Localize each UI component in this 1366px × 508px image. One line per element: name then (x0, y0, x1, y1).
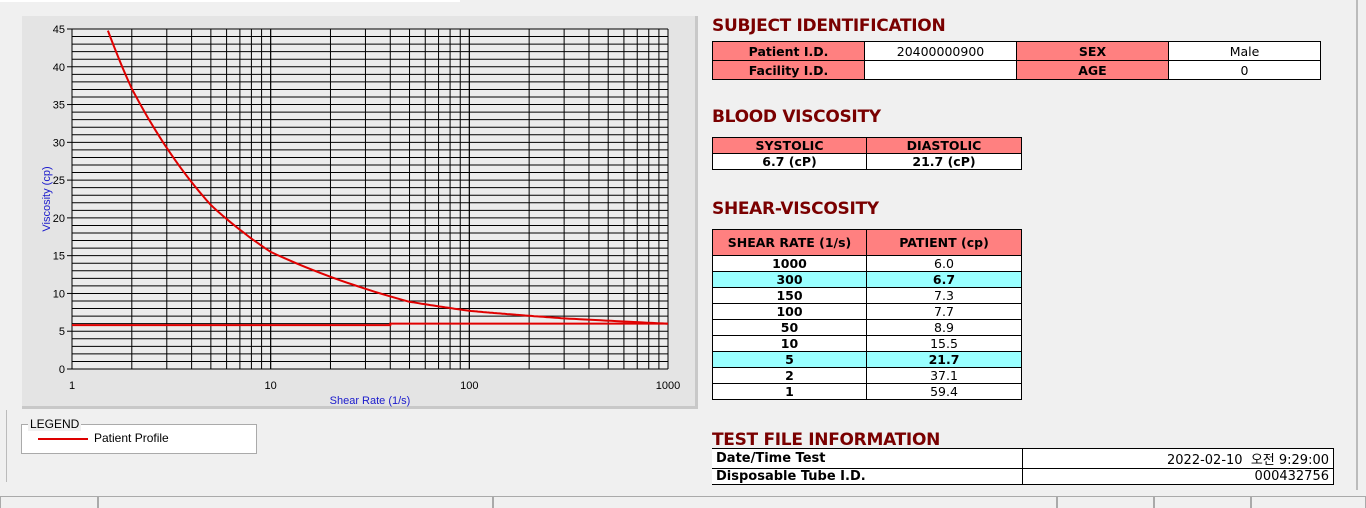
panel-border (1356, 0, 1358, 490)
x-tick-label: 1000 (656, 380, 680, 392)
shear-row: 50 8.9 (712, 319, 1022, 336)
y-tick-label: 40 (53, 62, 65, 74)
y-tick-label: 15 (53, 251, 65, 263)
y-tick-label: 25 (53, 175, 65, 187)
y-tick-label: 5 (59, 326, 65, 338)
patient-value-cell: 8.9 (866, 319, 1022, 336)
shear-table: SHEAR RATE (1/s) PATIENT (cp) 1000 6.0 300 6… (712, 229, 1022, 400)
y-tick-label: 30 (53, 137, 65, 149)
tube-label: Disposable Tube I.D. (712, 468, 1023, 485)
patient-value-cell: 21.7 (866, 351, 1022, 368)
status-bar (0, 496, 1366, 508)
patient-id-value: 20400000900 (864, 41, 1017, 61)
baseline-series-line (72, 322, 668, 327)
legend: LEGEND Patient Profile (21, 417, 257, 454)
shear-row: 150 7.3 (712, 287, 1022, 304)
patient-value-cell: 15.5 (866, 335, 1022, 352)
patient-value-cell: 7.7 (866, 303, 1022, 320)
subject-table: Patient I.D. 20400000900 SEX Male Facility … (712, 41, 1321, 80)
y-tick-label: 0 (59, 364, 65, 376)
chart-panel: 0 5 10 15 20 25 30 35 40 45 1 10 100 1000 Shear Rate (… (22, 16, 698, 409)
shear-row: 2 37.1 (712, 367, 1022, 384)
shear-rate-cell: 50 (712, 319, 867, 336)
x-tick-label: 100 (460, 380, 478, 392)
patient-value-cell: 6.7 (866, 271, 1022, 288)
legend-line-swatch (38, 438, 88, 440)
shear-row: 100 7.7 (712, 303, 1022, 320)
age-value: 0 (1168, 60, 1321, 80)
date-label: Date/Time Test (712, 448, 1023, 469)
status-segment (1057, 496, 1154, 508)
blood-table: SYSTOLIC DIASTOLIC 6.7 (cP) 21.7 (cP) (712, 137, 1022, 170)
testfile-table: Date/Time Test 2022-02-10 오전 9:29:00 Disp… (712, 448, 1334, 485)
shear-row: 1000 6.0 (712, 255, 1022, 272)
status-segment (1154, 496, 1251, 508)
shear-row: 10 15.5 (712, 335, 1022, 352)
diastolic-label: DIASTOLIC (866, 137, 1022, 154)
patient-header: PATIENT (cp) (866, 229, 1022, 256)
testfile-title: TEST FILE INFORMATION (712, 430, 941, 450)
divider (6, 410, 7, 482)
status-segment (493, 496, 1057, 508)
y-tick-label: 45 (53, 24, 65, 36)
status-segment (1251, 496, 1366, 508)
systolic-value: 6.7 (cP) (712, 153, 867, 170)
top-edge (0, 0, 460, 2)
status-segment (98, 496, 493, 508)
subject-title: SUBJECT IDENTIFICATION (712, 16, 946, 36)
shear-rate-cell: 300 (712, 271, 867, 288)
patient-id-label: Patient I.D. (712, 41, 865, 61)
systolic-label: SYSTOLIC (712, 137, 867, 154)
x-tick-label: 1 (69, 380, 75, 392)
patient-profile-line (106, 30, 669, 325)
legend-title: LEGEND (28, 417, 82, 431)
patient-value-cell: 7.3 (866, 287, 1022, 304)
diastolic-value: 21.7 (cP) (866, 153, 1022, 170)
shear-title: SHEAR-VISCOSITY (712, 199, 879, 219)
y-tick-label: 35 (53, 100, 65, 112)
patient-value-cell: 37.1 (866, 367, 1022, 384)
x-axis-label: Shear Rate (1/s) (330, 395, 411, 407)
facility-label: Facility I.D. (712, 60, 865, 80)
blood-title: BLOOD VISCOSITY (712, 107, 881, 127)
shear-row: 5 21.7 (712, 351, 1022, 368)
viscosity-chart: 0 5 10 15 20 25 30 35 40 45 1 10 100 1000 Shear Rate (… (41, 24, 680, 407)
facility-value (864, 60, 1017, 80)
legend-label: Patient Profile (94, 431, 169, 445)
shear-rate-header: SHEAR RATE (1/s) (712, 229, 867, 256)
shear-rate-cell: 2 (712, 367, 867, 384)
shear-row: 1 59.4 (712, 383, 1022, 400)
shear-rate-cell: 100 (712, 303, 867, 320)
status-segment (0, 496, 98, 508)
x-tick-label: 10 (265, 380, 277, 392)
y-tick-label: 20 (53, 213, 65, 225)
y-axis-label: Viscosity (cp) (41, 166, 53, 231)
tube-value: 000432756 (1021, 468, 1334, 485)
shear-rate-cell: 1000 (712, 255, 867, 272)
age-label: AGE (1016, 60, 1169, 80)
plot-area (72, 29, 668, 369)
sex-value: Male (1168, 41, 1321, 61)
shear-rate-cell: 1 (712, 383, 867, 400)
patient-value-cell: 59.4 (866, 383, 1022, 400)
sex-label: SEX (1016, 41, 1169, 61)
shear-rate-cell: 5 (712, 351, 867, 368)
shear-rate-cell: 10 (712, 335, 867, 352)
date-value: 2022-02-10 오전 9:29:00 (1021, 448, 1334, 469)
shear-row: 300 6.7 (712, 271, 1022, 288)
patient-value-cell: 6.0 (866, 255, 1022, 272)
shear-rate-cell: 150 (712, 287, 867, 304)
y-tick-label: 10 (53, 288, 65, 300)
